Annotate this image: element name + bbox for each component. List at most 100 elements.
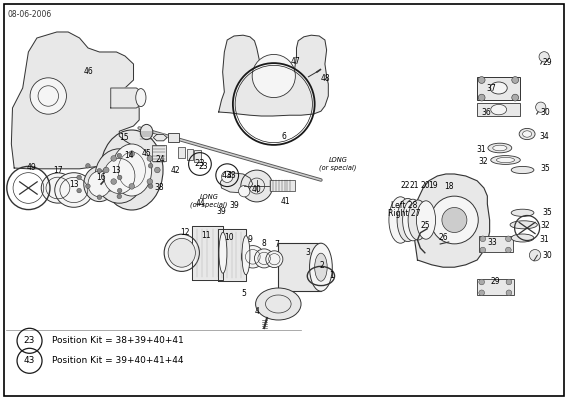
Text: 32: 32 — [541, 222, 550, 230]
Text: 42: 42 — [170, 166, 179, 175]
Circle shape — [147, 179, 153, 184]
Text: 49: 49 — [27, 163, 37, 172]
Text: 32: 32 — [478, 158, 487, 166]
Text: 22: 22 — [401, 182, 410, 190]
Ellipse shape — [491, 104, 507, 115]
Text: 44: 44 — [195, 200, 206, 208]
Ellipse shape — [408, 200, 428, 240]
Polygon shape — [220, 173, 253, 193]
Ellipse shape — [101, 130, 163, 210]
Ellipse shape — [242, 236, 250, 275]
Ellipse shape — [490, 82, 507, 94]
Text: 12: 12 — [180, 228, 189, 237]
Ellipse shape — [397, 198, 419, 242]
Circle shape — [480, 236, 486, 242]
Text: 41: 41 — [281, 197, 290, 206]
Circle shape — [117, 194, 122, 199]
Circle shape — [479, 279, 485, 285]
Circle shape — [252, 54, 295, 98]
Text: 8: 8 — [262, 240, 266, 248]
Text: 30: 30 — [540, 108, 550, 117]
Circle shape — [506, 290, 512, 296]
Text: 23: 23 — [24, 336, 35, 345]
Text: 4: 4 — [254, 308, 259, 316]
Circle shape — [111, 156, 116, 161]
Bar — [178, 147, 185, 158]
Bar — [270, 180, 295, 191]
Circle shape — [86, 164, 90, 168]
Circle shape — [239, 186, 250, 197]
Polygon shape — [415, 174, 490, 267]
Circle shape — [431, 196, 478, 244]
Text: Position Kit = 39+40+41+44: Position Kit = 39+40+41+44 — [52, 356, 184, 365]
Text: 35: 35 — [542, 208, 552, 217]
Text: 31: 31 — [477, 146, 486, 154]
Text: 43: 43 — [24, 356, 35, 365]
Circle shape — [480, 247, 486, 253]
Ellipse shape — [164, 234, 199, 271]
Polygon shape — [218, 229, 246, 281]
Text: 14: 14 — [125, 152, 134, 160]
Circle shape — [154, 167, 160, 173]
Text: 30: 30 — [542, 252, 552, 260]
Circle shape — [506, 279, 512, 285]
Text: 36: 36 — [482, 108, 492, 117]
Circle shape — [506, 247, 511, 253]
Ellipse shape — [88, 171, 111, 197]
Circle shape — [506, 236, 511, 242]
Circle shape — [111, 179, 116, 184]
Text: 24: 24 — [156, 156, 165, 164]
Circle shape — [478, 76, 485, 84]
Text: 3: 3 — [306, 248, 310, 257]
Text: 18: 18 — [444, 182, 453, 191]
Text: 19: 19 — [428, 182, 437, 190]
Text: 13: 13 — [69, 180, 78, 189]
Ellipse shape — [496, 157, 515, 163]
Text: 23: 23 — [195, 160, 205, 168]
Ellipse shape — [55, 173, 93, 207]
Circle shape — [479, 290, 485, 296]
FancyBboxPatch shape — [477, 77, 520, 100]
Ellipse shape — [310, 243, 332, 291]
Ellipse shape — [112, 144, 152, 196]
Ellipse shape — [241, 246, 264, 268]
Text: 1: 1 — [329, 271, 333, 280]
Text: 17: 17 — [54, 166, 63, 174]
Text: 43: 43 — [227, 172, 237, 180]
Circle shape — [97, 168, 102, 173]
Text: LONG
(or special): LONG (or special) — [190, 194, 228, 208]
FancyBboxPatch shape — [477, 103, 520, 116]
Circle shape — [118, 175, 122, 180]
Text: LONG
(or special): LONG (or special) — [319, 157, 357, 171]
FancyBboxPatch shape — [477, 279, 514, 295]
Text: 47: 47 — [290, 58, 300, 66]
Ellipse shape — [491, 156, 520, 164]
Circle shape — [512, 76, 519, 84]
Circle shape — [147, 156, 153, 161]
Ellipse shape — [83, 166, 115, 202]
Text: 5: 5 — [242, 289, 247, 298]
Polygon shape — [219, 35, 328, 116]
Ellipse shape — [103, 158, 135, 194]
Circle shape — [512, 94, 519, 101]
Bar — [278, 243, 321, 291]
Text: 11: 11 — [202, 232, 211, 240]
Polygon shape — [111, 88, 141, 108]
Circle shape — [118, 188, 122, 193]
Circle shape — [117, 153, 122, 158]
Circle shape — [442, 208, 467, 232]
Text: 2: 2 — [320, 262, 324, 270]
Ellipse shape — [511, 209, 534, 216]
Ellipse shape — [519, 128, 535, 140]
Circle shape — [97, 195, 102, 200]
Text: 10: 10 — [224, 234, 233, 242]
Circle shape — [241, 170, 273, 202]
Ellipse shape — [389, 197, 412, 243]
Ellipse shape — [266, 251, 283, 268]
Polygon shape — [191, 226, 223, 280]
Circle shape — [539, 52, 549, 62]
Text: 48: 48 — [321, 74, 330, 83]
Circle shape — [129, 151, 135, 156]
Ellipse shape — [254, 249, 274, 268]
Text: 25: 25 — [420, 222, 429, 230]
